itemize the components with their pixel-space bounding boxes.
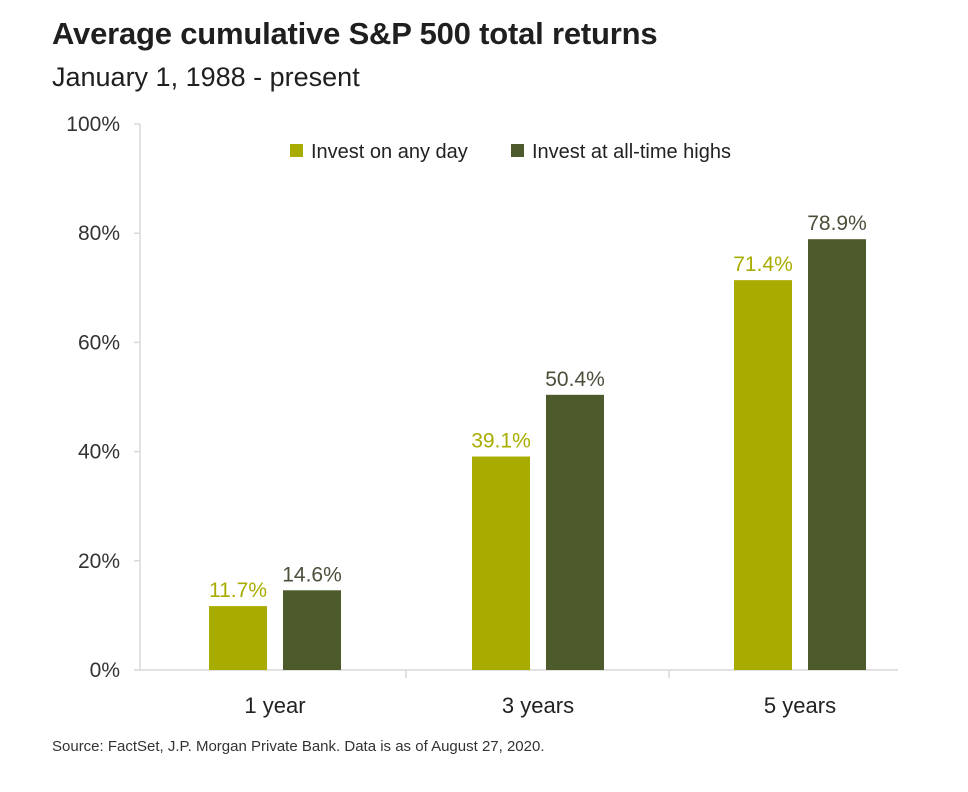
y-tick-label: 80%: [78, 222, 120, 245]
bar: [472, 456, 530, 670]
bar: [546, 394, 604, 670]
bar: [209, 606, 267, 670]
legend-swatch: [290, 144, 303, 157]
legend-label: Invest on any day: [311, 141, 468, 163]
data-label: 14.6%: [282, 563, 342, 586]
source-note: Source: FactSet, J.P. Morgan Private Ban…: [52, 738, 545, 755]
data-label: 71.4%: [733, 253, 793, 276]
bar: [283, 590, 341, 670]
y-tick-label: 60%: [78, 331, 120, 354]
y-tick-label: 20%: [78, 550, 120, 573]
x-tick-label: 5 years: [764, 693, 836, 718]
bar: [808, 239, 866, 670]
y-tick-label: 40%: [78, 441, 120, 464]
y-tick-label: 100%: [66, 113, 120, 136]
bar: [734, 280, 792, 670]
legend-label: Invest at all-time highs: [532, 141, 731, 163]
x-tick-label: 1 year: [244, 693, 305, 718]
x-tick-label: 3 years: [502, 693, 574, 718]
data-label: 50.4%: [545, 368, 605, 391]
data-label: 78.9%: [807, 212, 867, 235]
chart-title: Average cumulative S&P 500 total returns: [52, 16, 658, 51]
legend-swatch: [511, 144, 524, 157]
data-label: 11.7%: [209, 579, 267, 602]
chart-subtitle: January 1, 1988 - present: [52, 62, 360, 92]
y-tick-label: 0%: [90, 659, 120, 682]
data-label: 39.1%: [471, 430, 531, 453]
